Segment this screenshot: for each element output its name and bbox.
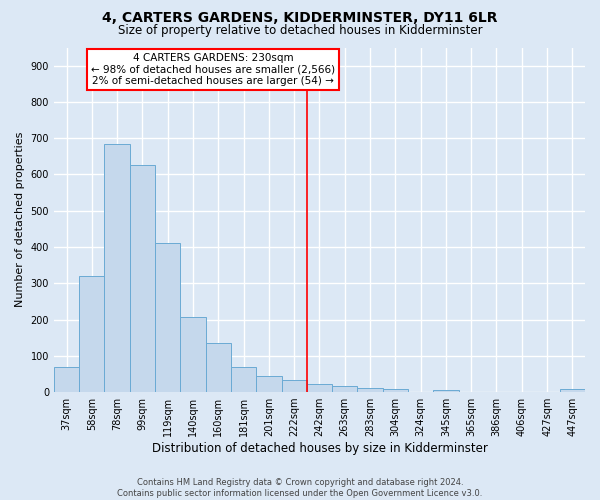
Bar [307, 384, 332, 392]
Bar [383, 389, 408, 392]
Bar [104, 144, 130, 392]
Bar [256, 376, 281, 392]
Bar [206, 343, 231, 392]
Bar [231, 368, 256, 392]
Y-axis label: Number of detached properties: Number of detached properties [15, 132, 25, 308]
Bar [130, 166, 155, 392]
Bar [281, 380, 307, 392]
Bar [433, 390, 458, 392]
Bar [181, 317, 206, 392]
Bar [79, 276, 104, 392]
X-axis label: Distribution of detached houses by size in Kidderminster: Distribution of detached houses by size … [152, 442, 487, 455]
Text: Size of property relative to detached houses in Kidderminster: Size of property relative to detached ho… [118, 24, 482, 37]
Text: Contains HM Land Registry data © Crown copyright and database right 2024.
Contai: Contains HM Land Registry data © Crown c… [118, 478, 482, 498]
Bar [332, 386, 358, 392]
Text: 4, CARTERS GARDENS, KIDDERMINSTER, DY11 6LR: 4, CARTERS GARDENS, KIDDERMINSTER, DY11 … [102, 12, 498, 26]
Bar [560, 389, 585, 392]
Bar [358, 388, 383, 392]
Bar [54, 366, 79, 392]
Text: 4 CARTERS GARDENS: 230sqm
← 98% of detached houses are smaller (2,566)
2% of sem: 4 CARTERS GARDENS: 230sqm ← 98% of detac… [91, 53, 335, 86]
Bar [155, 244, 181, 392]
